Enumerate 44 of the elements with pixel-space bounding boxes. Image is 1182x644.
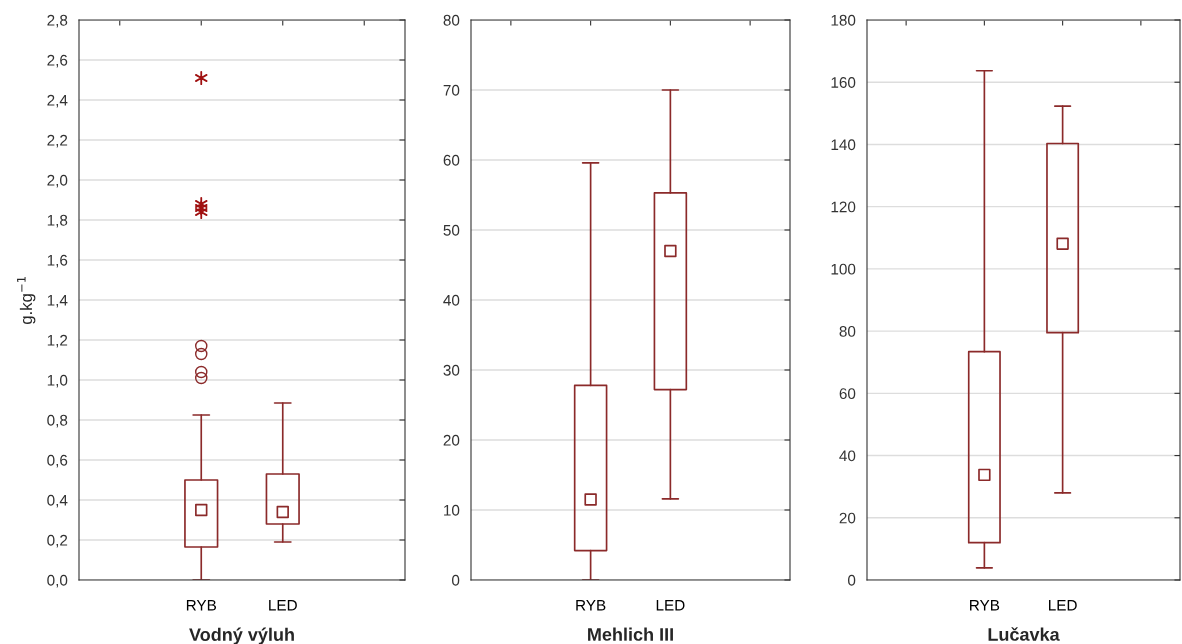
y-tick-label: 80 [443,14,460,26]
y-tick-label: 120 [831,201,856,213]
y-tick-label: 0,6 [47,454,68,468]
y-tick-label: 40 [839,450,856,462]
y-tick-label: 30 [443,364,460,376]
x-tick-label: LED [269,600,297,611]
x-tick-label: LED [1049,600,1077,611]
x-tick-label: LED [656,600,685,611]
y-tick-label: 160 [831,77,856,88]
y-tick-label: 60 [839,388,856,400]
y-tick-label: 2,4 [47,94,68,108]
x-tick-label: RYB [576,600,606,611]
y-tick-label: 2,8 [47,14,68,28]
x-axis-title: Vodný výluh [189,627,294,644]
y-tick-label: 70 [443,84,460,96]
x-axis-title: Mehlich III [588,627,673,641]
y-tick-label: 0,2 [47,534,68,548]
y-tick-label: 80 [839,325,856,337]
y-tick-label: 1,2 [47,334,68,348]
y-tick-label: 2,0 [47,174,68,188]
x-axis-title: Lučavka [988,627,1060,641]
y-tick-label: 1,8 [47,214,68,228]
y-tick-label: 50 [443,224,460,236]
y-tick-label: 40 [443,294,460,306]
y-tick-label: 0 [451,574,460,586]
y-tick-label: 140 [831,139,856,151]
y-tick-label: 10 [444,504,460,516]
x-tick-label: RYB [970,600,1000,611]
x-tick-label: RYB [186,600,217,611]
y-tick-label: 1,4 [47,295,68,308]
y-tick-label: 0,4 [47,494,68,508]
y-tick-label: 0,0 [47,574,68,588]
y-tick-label: 20 [443,434,460,446]
y-tick-label: 2,2 [47,134,68,148]
y-tick-label: 1,6 [47,254,68,268]
y-tick-label: 0,8 [47,414,68,428]
y-axis-title: g.kg$^{−1}$ [17,276,36,324]
y-tick-label: 0 [847,574,856,586]
y-tick-label: 1,0 [47,374,68,388]
y-tick-label: 180 [831,14,856,26]
y-tick-label: 2,6 [47,54,68,68]
y-tick-label: 60 [443,154,460,166]
y-tick-label: 100 [831,263,856,275]
y-tick-label: 20 [839,512,856,524]
